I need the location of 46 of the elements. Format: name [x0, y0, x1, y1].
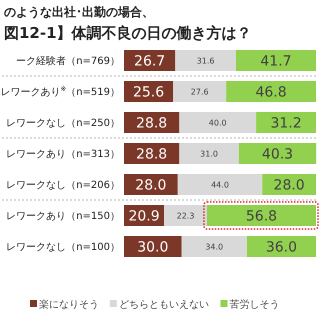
bar — [256, 112, 316, 133]
bar — [124, 50, 176, 71]
bar — [164, 205, 207, 226]
chart-title: のような出社･出勤の場合、 — [4, 5, 154, 19]
bar — [175, 50, 236, 71]
legend-label: 苦労しそう — [230, 298, 280, 310]
y-tick-label: レワークなし（n=250） — [6, 118, 120, 129]
data-label: 46.8 — [255, 84, 287, 100]
bar — [179, 143, 239, 164]
legend-label: 楽になりそう — [39, 298, 99, 310]
data-label: 28.8 — [136, 146, 168, 162]
y-tick-label: レワークあり（n=150） — [6, 211, 120, 222]
y-tick-label: レワークあり$^{※}$（n=519） — [0, 85, 120, 98]
data-label: 25.6 — [132, 84, 164, 100]
data-label: 36.0 — [266, 239, 298, 256]
data-label: 34.0 — [205, 242, 224, 252]
data-label: 30.0 — [137, 239, 168, 256]
data-label: 31.0 — [200, 149, 218, 158]
data-label: 56.8 — [246, 208, 278, 224]
bar — [178, 174, 262, 195]
bar — [246, 236, 316, 257]
data-label: 26.7 — [134, 53, 166, 70]
data-label: 31.2 — [270, 115, 302, 132]
y-tick-label: レワークなし（n=100） — [6, 242, 120, 253]
data-label: 41.7 — [260, 53, 292, 70]
data-label: 44.0 — [211, 180, 229, 190]
data-label: 22.3 — [176, 211, 194, 220]
bar — [226, 81, 316, 102]
data-label: 28.8 — [136, 115, 168, 132]
data-label: 31.6 — [196, 56, 215, 66]
bar — [182, 236, 247, 257]
y-tick-label: ーク経験者（n=769） — [16, 55, 120, 67]
bar — [173, 81, 226, 102]
y-tick-label: レワークなし（n=206） — [6, 180, 120, 191]
bar — [238, 143, 316, 164]
chart-subtitle: 図12-1】体調不良の日の働き方は？ — [4, 24, 252, 42]
bar — [236, 50, 316, 71]
data-label: 27.6 — [190, 87, 209, 96]
y-tick-label: レワークあり（n=313） — [6, 149, 120, 160]
data-label: 28.0 — [274, 177, 305, 194]
data-label: 28.0 — [135, 177, 166, 194]
data-label: 40.3 — [262, 146, 294, 162]
bar — [179, 112, 256, 133]
data-label: 40.0 — [208, 118, 227, 128]
legend-label: どちらともいえない — [118, 300, 209, 310]
data-label: 20.9 — [128, 208, 160, 224]
